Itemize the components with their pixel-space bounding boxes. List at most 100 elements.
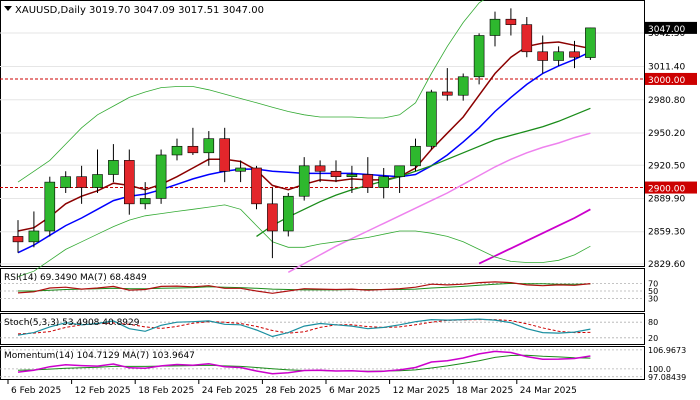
stoch-tick-label: 20 <box>648 334 658 343</box>
bull-candle[interactable] <box>489 11 501 47</box>
candle-body <box>76 176 87 188</box>
stochastic-indicator: 80 20 <box>0 318 658 343</box>
candle-body <box>219 138 230 172</box>
bull-candle[interactable] <box>203 131 215 166</box>
bull-candle[interactable] <box>60 171 72 193</box>
rsi-label: RSI(14) 69.3490 MA(7) 68.4849 <box>4 273 147 283</box>
bull-candle[interactable] <box>346 165 358 193</box>
bull-candle[interactable] <box>92 149 103 193</box>
rsi-tick-label: 70 <box>648 279 658 288</box>
bull-candle[interactable] <box>298 157 310 201</box>
panel-frames <box>0 0 645 380</box>
momentum-line <box>17 350 591 375</box>
price-tick-label: 3011.40 <box>648 63 685 73</box>
bear-candle[interactable] <box>251 165 262 210</box>
bear-candle[interactable] <box>362 157 374 193</box>
time-tick-label: 18 Feb 2025 <box>138 386 194 396</box>
candle-body <box>521 24 533 53</box>
bear-candle[interactable] <box>569 40 580 69</box>
bull-candle[interactable] <box>282 192 294 237</box>
price-tick-label: 2920.50 <box>648 161 685 171</box>
rsi-tick-label: 50 <box>648 287 658 296</box>
bear-candle[interactable] <box>12 220 24 253</box>
bull-candle[interactable] <box>139 182 151 210</box>
bear-candle[interactable] <box>219 127 230 183</box>
candle-body <box>28 230 40 243</box>
candle-body <box>346 174 358 177</box>
momentum-tick-label: 100.0 <box>648 365 671 374</box>
time-tick-label: 24 Feb 2025 <box>202 386 258 396</box>
price-tick-label: 2889.90 <box>648 195 685 205</box>
candle-body <box>585 27 596 58</box>
ma-long-line <box>287 132 591 273</box>
bull-candle[interactable] <box>585 27 596 60</box>
bull-candle[interactable] <box>108 144 119 183</box>
price-level-lines <box>0 78 644 189</box>
bear-candle[interactable] <box>76 165 87 204</box>
time-tick-label: 6 Mar 2025 <box>329 386 380 396</box>
candle-body <box>314 165 326 172</box>
candlesticks[interactable] <box>12 8 596 259</box>
bull-candle[interactable] <box>28 211 40 248</box>
time-tick-label: 6 Feb 2025 <box>11 386 61 396</box>
price-tick-label: 3042.30 <box>648 29 685 39</box>
time-axis: 6 Feb 2025 12 Feb 2025 18 Feb 2025 24 Feb 2… <box>7 380 577 396</box>
candle-body <box>171 145 183 156</box>
bull-candle[interactable] <box>44 176 56 237</box>
bear-candle[interactable] <box>187 127 199 155</box>
bear-candle[interactable] <box>505 8 517 36</box>
bull-candle[interactable] <box>553 46 564 66</box>
header-collapse-icon[interactable] <box>4 6 12 11</box>
candle-body <box>489 18 501 36</box>
candle-body <box>235 167 246 172</box>
bull-candle[interactable] <box>473 33 485 85</box>
bollinger-lower-line <box>17 204 591 277</box>
candle-body <box>505 18 517 25</box>
stoch-k-line <box>17 318 591 338</box>
ma-slow-line <box>256 107 591 237</box>
candle-body <box>473 35 485 78</box>
bull-candle[interactable] <box>378 167 390 199</box>
level-tag-label: 3000.00 <box>648 76 685 86</box>
bear-candle[interactable] <box>537 35 549 74</box>
candle-body <box>60 176 72 188</box>
bull-candle[interactable] <box>171 138 183 161</box>
candle-body <box>362 174 374 188</box>
candle-body <box>108 160 119 175</box>
bull-candle[interactable] <box>457 73 469 101</box>
candle-body <box>139 198 151 205</box>
bear-candle[interactable] <box>314 160 326 183</box>
bear-candle[interactable] <box>330 160 342 183</box>
level-tag <box>645 181 697 194</box>
stoch-tick-label: 80 <box>648 318 658 327</box>
rsi-tick-label: 30 <box>648 295 658 304</box>
momentum-panel-frame <box>0 346 645 380</box>
ohlc-label: 3019.70 3047.09 3017.51 3047.00 <box>89 5 264 16</box>
bull-candle[interactable] <box>394 165 405 193</box>
bear-candle[interactable] <box>521 17 533 58</box>
candle-body <box>553 51 564 61</box>
bear-candle[interactable] <box>124 149 135 215</box>
time-tick-label: 12 Feb 2025 <box>75 386 131 396</box>
bear-candle[interactable] <box>267 187 278 259</box>
candle-body <box>124 160 135 205</box>
candle-body <box>457 76 469 96</box>
symbol-label: XAUUSD,Daily <box>15 5 86 16</box>
candle-body <box>187 145 199 154</box>
candle-body <box>282 195 294 232</box>
bull-candle[interactable] <box>426 89 437 150</box>
price-tick-label: 2980.80 <box>648 96 685 106</box>
bear-candle[interactable] <box>441 68 453 101</box>
momentum-label: Momentum(14) 104.7129 MA(7) 103.9647 <box>4 351 195 361</box>
bull-candle[interactable] <box>235 160 246 183</box>
bull-candle[interactable] <box>155 149 167 204</box>
candle-body <box>44 181 56 232</box>
candle-body <box>537 51 549 61</box>
ma-mid-line <box>17 51 591 254</box>
candle-body <box>410 145 421 167</box>
candle-body <box>203 138 215 154</box>
moving-average-lines <box>17 0 591 277</box>
bull-candle[interactable] <box>410 138 421 172</box>
level-tag <box>645 72 697 85</box>
